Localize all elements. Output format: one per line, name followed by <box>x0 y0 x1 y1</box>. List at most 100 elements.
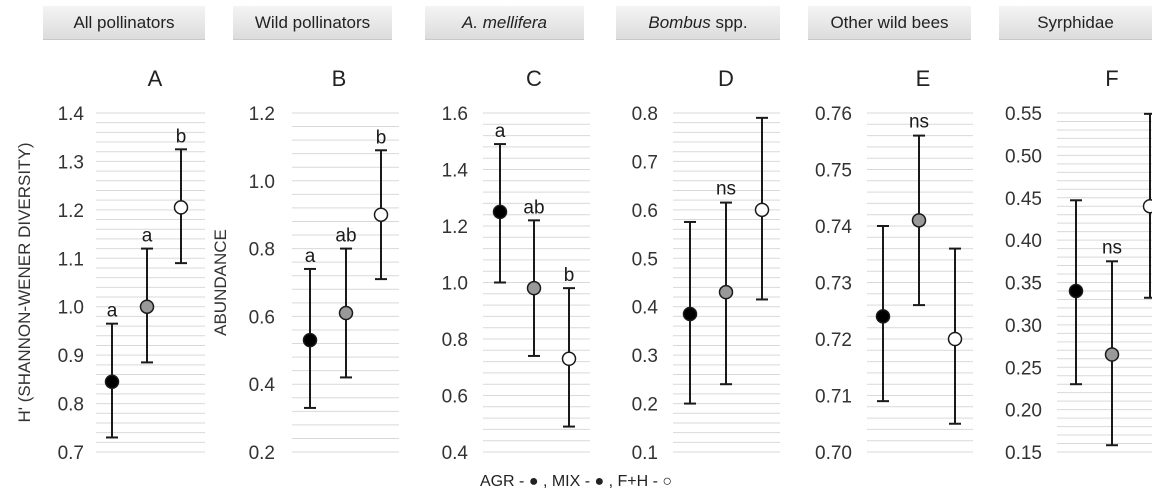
y-tick-label: 0.70 <box>815 443 852 464</box>
y-tick-label: 0.50 <box>1005 146 1042 167</box>
y-tick-label: 0.75 <box>815 161 852 182</box>
y-tick-label: 0.15 <box>1005 443 1042 464</box>
y-tick-label: 0.8 <box>249 240 275 261</box>
panel-header-c: A. mellifera <box>425 6 584 40</box>
significance-label: b <box>376 127 387 148</box>
y-tick-label: 1.0 <box>249 172 275 193</box>
point-mix <box>1104 347 1120 362</box>
point-agr <box>682 306 698 322</box>
y-tick-label: 0.4 <box>249 375 276 396</box>
y-tick-label: 0.71 <box>815 387 852 408</box>
y-tick-label: 1.0 <box>442 274 468 295</box>
y-tick-label: 0.55 <box>1005 104 1042 125</box>
panel-header-f-label: Syrphidae <box>1037 12 1114 32</box>
significance-label: a <box>142 226 153 247</box>
y-tick-label: 0.30 <box>1005 316 1042 337</box>
panel-header-e: Other wild bees <box>808 6 971 40</box>
panel-header-d-italic: Bombus <box>648 12 711 32</box>
significance-label: ab <box>335 226 356 247</box>
panel-header-a-label: All pollinators <box>73 12 175 32</box>
y-tick-label: 1.2 <box>58 201 84 222</box>
panel-header-b: Wild pollinators <box>233 6 392 40</box>
panel-letter-f: F <box>1105 66 1119 91</box>
y-tick-label: 1.6 <box>442 104 468 125</box>
y-tick-label: 0.76 <box>815 104 852 125</box>
point-fh <box>947 331 963 347</box>
panel-header-c-label: A. mellifera <box>461 12 548 32</box>
y-tick-label: 0.4 <box>442 443 469 464</box>
y-tick-label: 0.25 <box>1005 358 1042 379</box>
point-agr <box>875 309 891 324</box>
legend: AGR - ● , MIX - ● , F+H - ○ <box>0 473 1152 491</box>
panel-header-d-rest: spp. <box>710 12 748 32</box>
y-tick-label: 1.1 <box>58 249 84 270</box>
y-tick-label: 0.72 <box>815 330 852 351</box>
significance-label: b <box>176 126 187 147</box>
panel-letter-c: C <box>526 66 542 91</box>
y-tick-label: 0.45 <box>1005 189 1042 210</box>
significance-label: a <box>305 246 316 267</box>
y-axis-label: H' (SHANNON-WENER DIVERSITY) <box>15 143 34 423</box>
significance-label: a <box>107 301 118 322</box>
y-tick-label: 0.6 <box>632 201 658 222</box>
y-tick-label: 0.7 <box>58 443 84 464</box>
point-fh <box>754 202 770 218</box>
y-tick-label: 0.20 <box>1005 401 1042 422</box>
panel-letter-d: D <box>718 66 734 91</box>
point-mix <box>718 284 734 300</box>
ns-annotation: ns <box>716 179 736 200</box>
panel-header-e-label: Other wild bees <box>830 12 949 32</box>
y-tick-label: 0.8 <box>58 395 84 416</box>
y-tick-label: 0.73 <box>815 274 852 295</box>
y-tick-label: 0.2 <box>632 395 658 416</box>
significance-label: ab <box>523 197 544 218</box>
point-agr <box>302 332 318 348</box>
ns-annotation: ns <box>1102 237 1122 258</box>
y-tick-label: 0.6 <box>249 307 275 328</box>
panel-header-f: Syrphidae <box>999 6 1152 40</box>
point-fh <box>373 207 389 222</box>
y-tick-label: 0.40 <box>1005 231 1042 252</box>
y-tick-label: 1.3 <box>58 152 84 173</box>
y-tick-label: 1.4 <box>442 161 469 182</box>
y-tick-label: 0.8 <box>442 330 468 351</box>
y-tick-label: 0.35 <box>1005 274 1042 295</box>
y-tick-label: 0.7 <box>632 152 658 173</box>
y-tick-label: 0.8 <box>632 104 658 125</box>
y-tick-label: 1.2 <box>442 217 468 238</box>
point-mix <box>526 280 542 296</box>
significance-label: b <box>564 265 575 286</box>
y-tick-label: 0.74 <box>815 217 852 238</box>
panel-header-d: Bombus spp. <box>616 6 780 40</box>
y-tick-label: 0.2 <box>249 443 275 464</box>
y-tick-label: 0.5 <box>632 249 658 270</box>
point-mix <box>139 299 155 314</box>
point-mix <box>338 305 354 321</box>
point-agr <box>104 374 120 390</box>
panel-letter-a: A <box>147 66 163 91</box>
significance-label: a <box>495 121 506 142</box>
y-tick-label: 0.9 <box>58 346 84 367</box>
panel-letter-b: B <box>331 66 347 91</box>
y-axis-label: ABUNDANCE <box>211 229 230 336</box>
y-tick-label: 1.2 <box>249 104 275 125</box>
legend-text: AGR - ● , MIX - ● , F+H - ○ <box>479 473 673 490</box>
y-tick-label: 1.4 <box>58 104 85 125</box>
point-fh <box>561 351 577 367</box>
panel-header-a: All pollinators <box>43 6 205 40</box>
y-tick-label: 1.0 <box>58 298 84 319</box>
panel-letter-e: E <box>915 66 931 91</box>
point-fh <box>1142 198 1152 214</box>
panel-header-b-label: Wild pollinators <box>254 12 371 32</box>
point-agr <box>1068 283 1084 299</box>
ns-annotation: ns <box>909 112 929 133</box>
y-tick-label: 0.4 <box>632 298 659 319</box>
point-agr <box>492 204 508 220</box>
point-mix <box>911 213 927 228</box>
y-tick-label: 0.6 <box>442 387 468 408</box>
y-tick-label: 0.3 <box>632 346 658 367</box>
point-fh <box>173 200 189 215</box>
y-tick-label: 0.1 <box>632 443 658 464</box>
